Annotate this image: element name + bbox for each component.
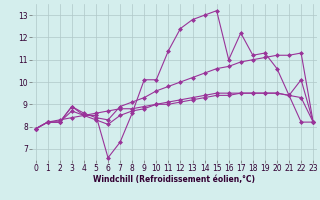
X-axis label: Windchill (Refroidissement éolien,°C): Windchill (Refroidissement éolien,°C) — [93, 175, 255, 184]
